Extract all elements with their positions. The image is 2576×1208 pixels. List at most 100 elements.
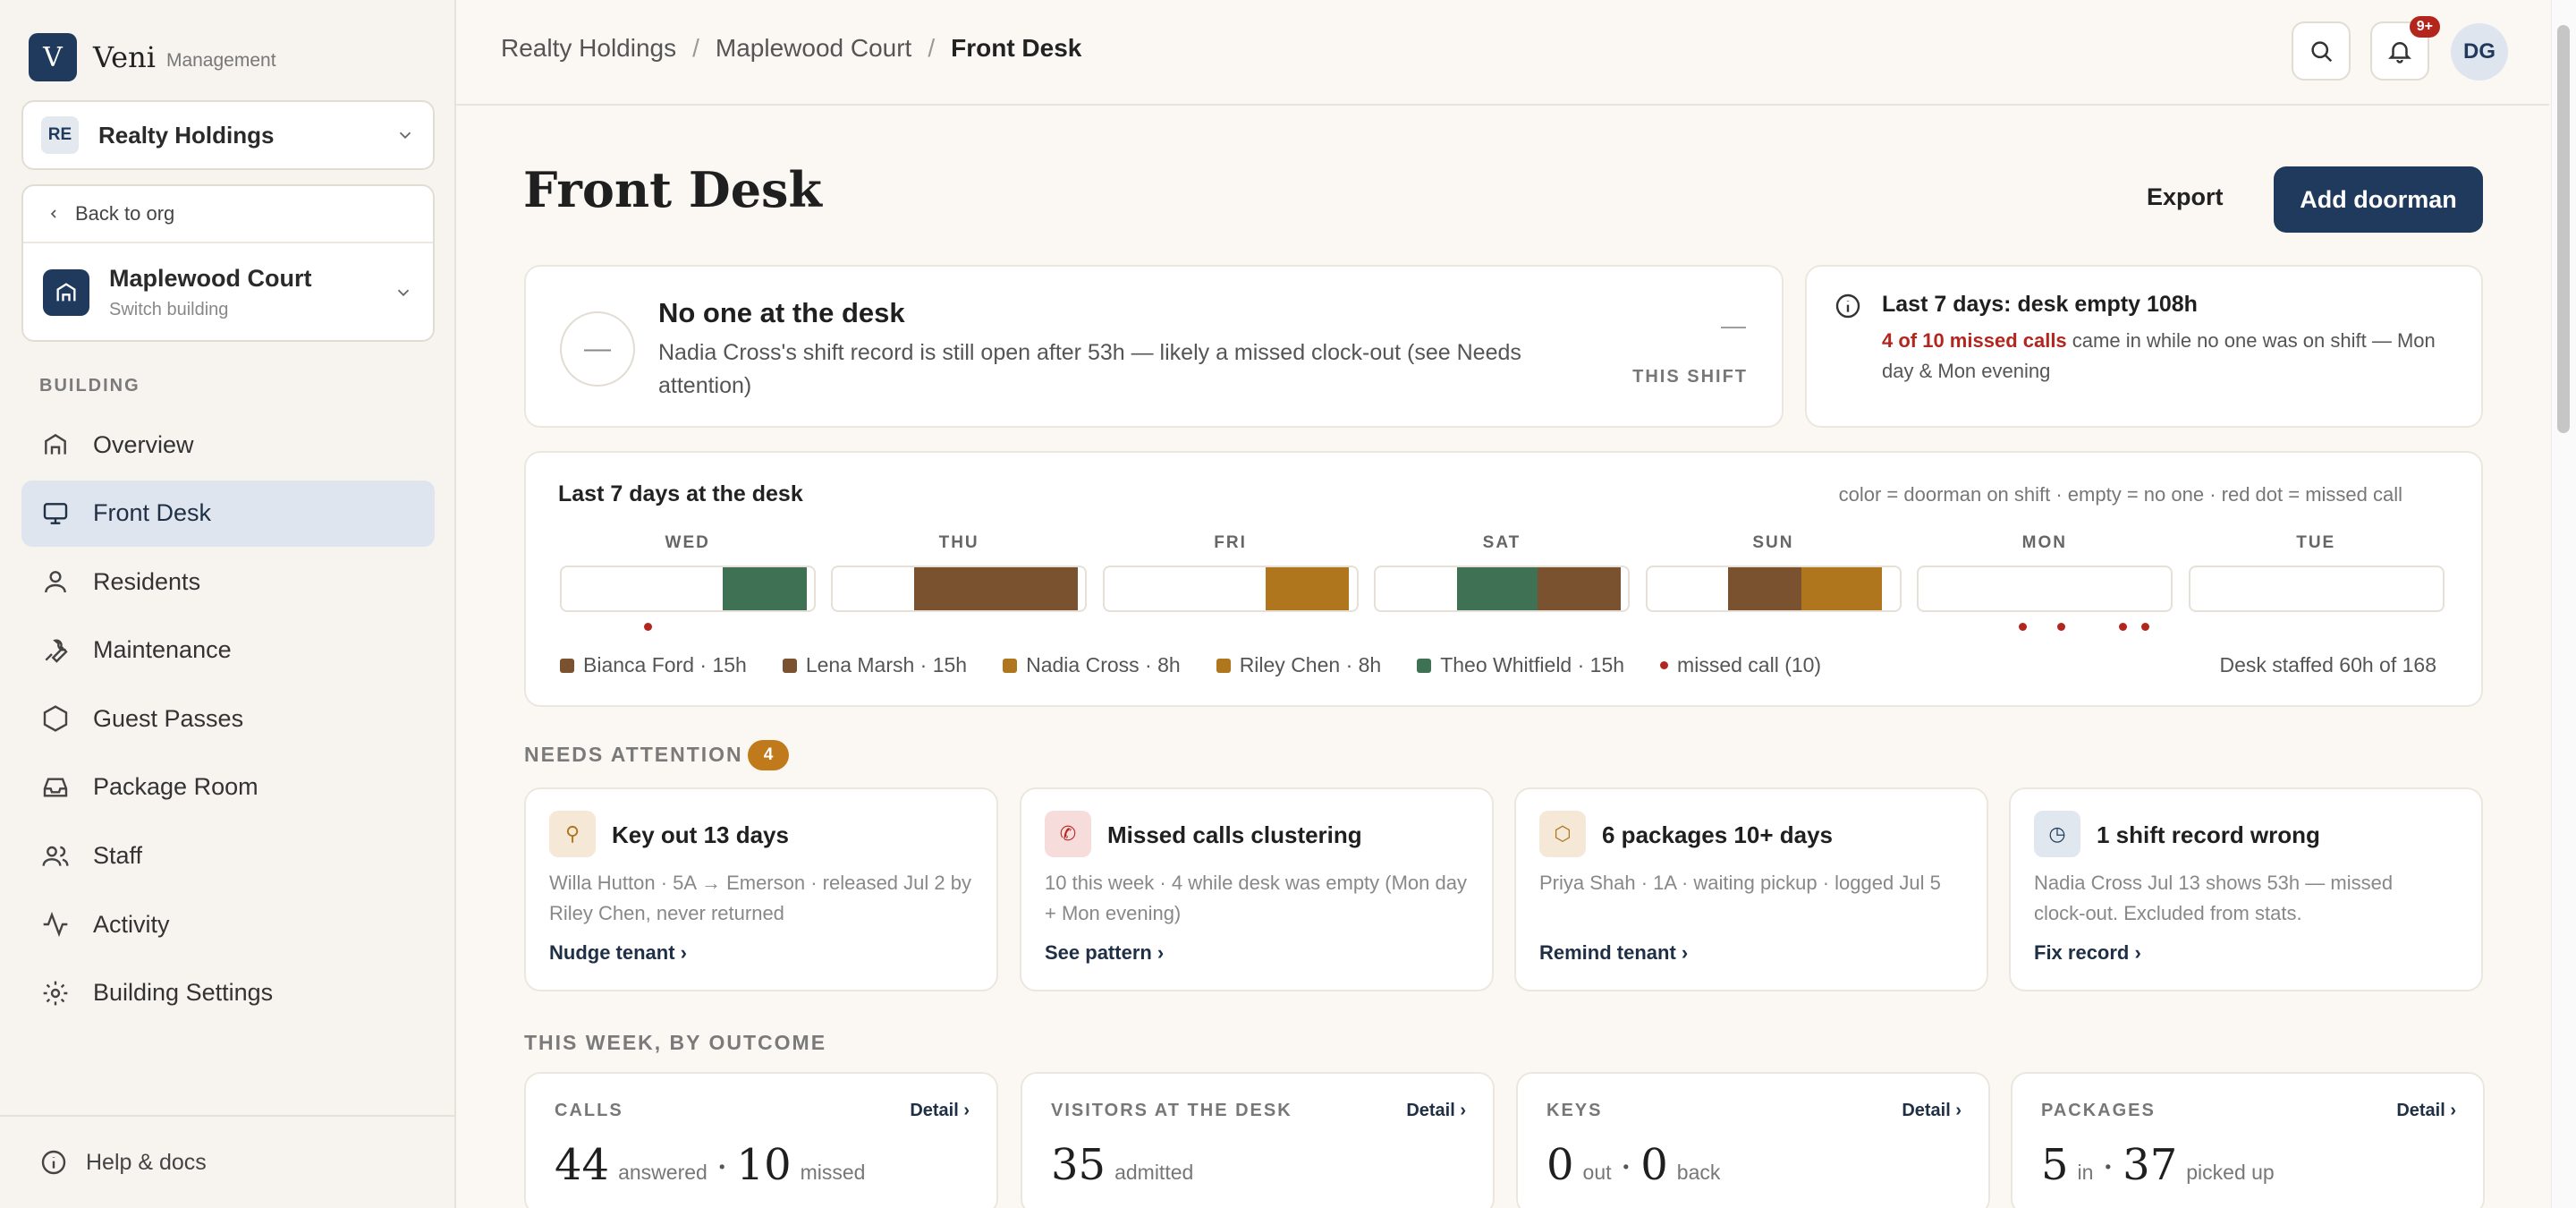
desk-empty-title: Last 7 days: desk empty 108h: [1882, 292, 2198, 317]
attention-title: Missed calls clustering: [1107, 821, 1362, 848]
missed-call-dot: [2057, 623, 2066, 631]
shift-segment: [1266, 567, 1350, 610]
legend-item: Lena Marsh · 15h: [782, 653, 968, 677]
page-scrollbar[interactable]: [2551, 0, 2576, 1208]
notifications-button[interactable]: 9+: [2370, 16, 2440, 81]
missed-calls-highlight: 4 of 10 missed calls: [1882, 329, 2067, 352]
outcome-label: PACKAGES: [2041, 1101, 2156, 1120]
sidebar-item-label: Guest Passes: [93, 704, 244, 732]
packages-in-count: 5: [2041, 1140, 2069, 1190]
outcome-values: 44 answered · 10 missed: [555, 1140, 865, 1190]
export-button[interactable]: Export: [2147, 183, 2224, 210]
calls-missed-unit: missed: [800, 1161, 866, 1184]
hexagon-icon: [38, 704, 73, 733]
day-column: SAT: [1374, 533, 1631, 632]
building-switch-label: Switch building: [109, 300, 229, 319]
inbox-icon: [38, 773, 73, 802]
org-selector[interactable]: RE Realty Holdings: [21, 100, 435, 170]
day-column: FRI: [1102, 533, 1359, 632]
attention-title: Key out 13 days: [612, 821, 789, 848]
user-avatar[interactable]: DG: [2451, 23, 2508, 81]
legend-item-missed: missed call (10): [1660, 653, 1821, 677]
breadcrumb-separator: /: [928, 34, 936, 62]
day-shift-bar[interactable]: [1917, 566, 2174, 612]
sidebar-item-front-desk[interactable]: Front Desk: [21, 480, 435, 547]
keys-detail-link[interactable]: Detail ›: [1902, 1101, 1962, 1120]
chevron-left-icon: [47, 207, 61, 221]
shift-segment: [1801, 567, 1882, 610]
nudge-tenant-link[interactable]: Nudge tenant ›: [549, 941, 687, 964]
day-label: TUE: [2296, 533, 2336, 552]
sidebar-item-staff[interactable]: Staff: [21, 823, 435, 889]
current-shift-value: —: [1721, 311, 1746, 339]
day-column: MON: [1917, 533, 2174, 632]
attention-card-packages: ⬡ 6 packages 10+ days Priya Shah · 1A · …: [1514, 787, 1988, 991]
day-label: THU: [938, 533, 979, 552]
day-column: SUN: [1645, 533, 1902, 632]
current-shift-label: THIS SHIFT: [1632, 367, 1748, 387]
help-docs-link[interactable]: Help & docs: [0, 1115, 454, 1208]
sidebar-item-building-settings[interactable]: Building Settings: [21, 960, 435, 1026]
sidebar-item-maintenance[interactable]: Maintenance: [21, 617, 435, 684]
legend-swatch: [782, 658, 797, 673]
scrollbar-thumb[interactable]: [2557, 25, 2570, 433]
day-shift-bar[interactable]: [831, 566, 1088, 612]
breadcrumb-building[interactable]: Maplewood Court: [715, 34, 912, 62]
desk-staffed-total: Desk staffed 60h of 168: [2219, 653, 2436, 676]
sidebar-item-guest-passes[interactable]: Guest Passes: [21, 685, 435, 752]
day-shift-bar[interactable]: [1102, 566, 1359, 612]
legend-swatch: [1003, 658, 1018, 673]
breadcrumb-org[interactable]: Realty Holdings: [501, 34, 677, 62]
sidebar-item-residents[interactable]: Residents: [21, 549, 435, 615]
outcome-values: 35 admitted: [1051, 1140, 1193, 1190]
day-column: WED: [560, 533, 816, 632]
attention-description: Nadia Cross Jul 13 shows 53h — missed cl…: [2034, 872, 2394, 924]
outcome-values: 0 out · 0 back: [1546, 1140, 1720, 1190]
see-pattern-link[interactable]: See pattern ›: [1045, 941, 1165, 964]
outcome-label: KEYS: [1546, 1101, 1603, 1120]
sidebar-item-label: Staff: [93, 842, 143, 870]
legend-label: Lena Marsh · 15h: [805, 653, 968, 676]
desk-empty-description: 4 of 10 missed calls came in while no on…: [1882, 326, 2454, 387]
sidebar-item-label: Building Settings: [93, 979, 274, 1007]
day-shift-bar[interactable]: [1374, 566, 1631, 612]
breadcrumb: Realty Holdings / Maplewood Court / Fron…: [501, 34, 1081, 63]
breadcrumb-current: Front Desk: [951, 34, 1082, 62]
keys-back-unit: back: [1676, 1161, 1721, 1184]
gear-icon: [38, 979, 73, 1008]
legend-item: Riley Chen · 8h: [1216, 653, 1381, 677]
staff-legend: Bianca Ford · 15h Lena Marsh · 15h Nadia C…: [560, 653, 1821, 677]
building-name: Maplewood Court: [109, 265, 312, 292]
desk-status-indicator: —: [560, 311, 635, 387]
packages-detail-link[interactable]: Detail ›: [2396, 1101, 2456, 1120]
calls-detail-link[interactable]: Detail ›: [910, 1101, 970, 1120]
attention-description: Priya Shah · 1A · waiting pickup · logge…: [1539, 872, 1941, 894]
brand[interactable]: V Veni Management: [29, 32, 276, 82]
day-shift-bar[interactable]: [1645, 566, 1902, 612]
visitors-detail-link[interactable]: Detail ›: [1406, 1101, 1466, 1120]
sidebar-item-package-room[interactable]: Package Room: [21, 754, 435, 821]
sidebar-item-overview[interactable]: Overview: [21, 412, 435, 478]
chevron-down-icon: [394, 283, 413, 302]
fix-record-link[interactable]: Fix record ›: [2034, 941, 2141, 964]
legend-label: missed call (10): [1677, 653, 1822, 676]
brand-subtitle: Management: [165, 50, 276, 71]
legend-item: Bianca Ford · 15h: [560, 653, 747, 677]
day-shift-bar[interactable]: [560, 566, 816, 612]
shift-segment: [1727, 567, 1801, 610]
building-switcher[interactable]: Maplewood Court Switch building: [23, 243, 433, 320]
outcome-card-calls: CALLS Detail › 44 answered · 10 missed: [524, 1072, 998, 1208]
keys-out-count: 0: [1546, 1140, 1574, 1190]
search-button[interactable]: [2292, 21, 2351, 81]
sidebar-item-activity[interactable]: Activity: [21, 891, 435, 957]
day-shift-bar[interactable]: [2188, 566, 2445, 612]
remind-tenant-link[interactable]: Remind tenant ›: [1539, 941, 1689, 964]
weekly-coverage-key: color = doorman on shift · empty = no on…: [1838, 483, 2402, 506]
sidebar: V Veni Management RE Realty Holdings Bac…: [0, 0, 456, 1208]
attention-title: 1 shift record wrong: [2097, 821, 2320, 848]
desk-status-card: — No one at the desk Nadia Cross's shift…: [524, 265, 1784, 428]
org-name: Realty Holdings: [98, 121, 275, 149]
topbar: Realty Holdings / Maplewood Court / Fron…: [456, 0, 2549, 106]
add-doorman-button[interactable]: Add doorman: [2274, 166, 2483, 233]
back-to-org-link[interactable]: Back to org: [23, 186, 433, 243]
